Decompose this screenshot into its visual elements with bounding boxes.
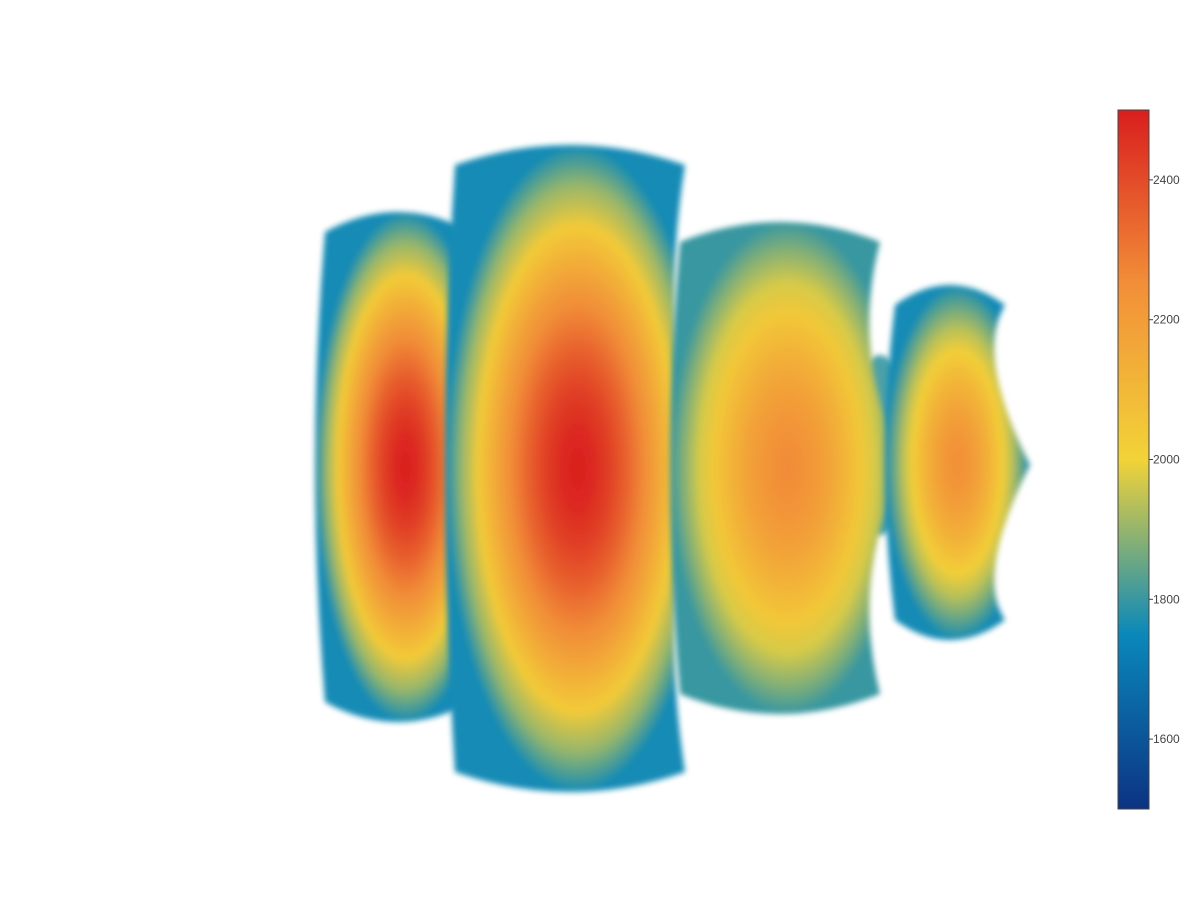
volume-lobe-4 [885,285,1030,640]
colorbar-ticks: 1600 1800 2000 2200 2400 [1149,173,1180,746]
colorbar-gradient [1117,109,1150,810]
volume-lobe-3 [670,222,905,714]
colorbar-tick-label: 2000 [1153,453,1180,467]
colorbar-tick-label: 1800 [1153,592,1180,606]
volume-body [315,145,1030,792]
colorbar-tick-label: 1600 [1153,732,1180,746]
colorbar-tick-label: 2400 [1153,173,1180,187]
colorbar-tick-label: 2200 [1153,313,1180,327]
volume-lobe-2 [445,145,710,792]
